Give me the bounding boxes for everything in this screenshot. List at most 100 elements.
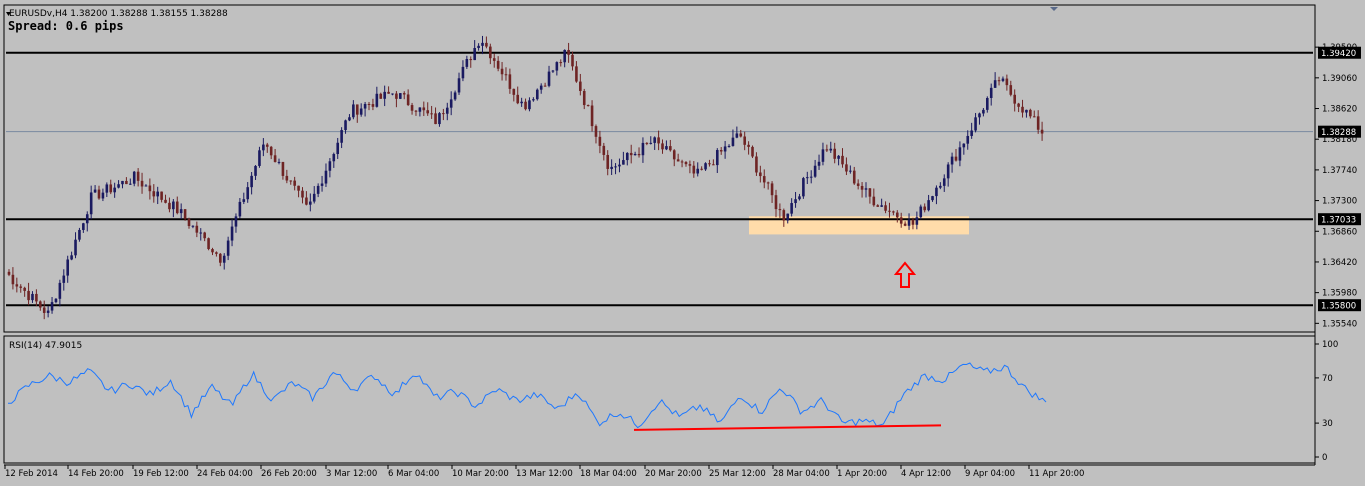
candle-body: [622, 160, 625, 165]
candle-body: [359, 108, 363, 115]
candle-body: [340, 130, 343, 143]
candle-body: [402, 93, 406, 95]
candle-body: [31, 293, 34, 301]
candle-body: [559, 62, 563, 64]
annotations: [893, 261, 917, 288]
candle-body: [113, 187, 116, 193]
candle-body: [222, 255, 226, 263]
price-axis-tick-label: 1.36860: [1322, 227, 1357, 237]
rsi-line-layer: [8, 362, 1047, 431]
candle-body: [508, 74, 512, 89]
candle-body: [352, 104, 355, 118]
candle-body: [183, 209, 187, 219]
candle-body: [1009, 85, 1013, 95]
candle-body: [989, 87, 993, 98]
candle-body: [93, 189, 97, 193]
candle-body: [567, 49, 570, 55]
candle-body: [684, 162, 688, 165]
candle-body: [665, 146, 668, 150]
candle-body: [66, 259, 69, 276]
candle-body: [747, 144, 750, 147]
candle-body: [692, 165, 696, 174]
candle-body: [191, 225, 195, 227]
candle-body: [262, 144, 265, 151]
candle-body: [602, 145, 606, 155]
candle-body: [355, 104, 359, 115]
price-axis: [1315, 5, 1364, 465]
candle-body: [160, 191, 163, 200]
candle-body: [610, 166, 613, 169]
candle-body: [42, 307, 46, 313]
candle-body: [1032, 116, 1036, 118]
time-axis-tick-label: 26 Feb 20:00: [261, 469, 317, 479]
candle-body: [445, 107, 449, 114]
candle-body: [579, 81, 582, 91]
candle-body: [195, 225, 199, 233]
candle-body: [82, 223, 85, 230]
candle-body: [888, 210, 891, 212]
candle-body: [892, 211, 895, 213]
candle-body: [348, 117, 351, 121]
price-axis-tick-label: 1.35980: [1322, 289, 1357, 299]
candle-body: [872, 196, 876, 206]
candle-body: [148, 185, 152, 192]
candle-body: [539, 85, 543, 90]
time-axis-tick-label: 28 Mar 04:00: [773, 469, 830, 479]
candle-body: [970, 130, 973, 136]
candle-body: [950, 156, 954, 165]
candle-body: [7, 271, 11, 275]
level-price-label: 1.35800: [1321, 302, 1356, 312]
price-axis-tick-label: 1.39500: [1322, 43, 1357, 53]
candle-body: [598, 136, 602, 146]
candle-body: [845, 164, 848, 172]
candle-body: [997, 80, 1001, 82]
candle-body: [555, 62, 559, 71]
candle-body: [649, 142, 653, 144]
candle-body: [1021, 106, 1024, 113]
candle-body: [774, 195, 778, 210]
candle-body: [309, 201, 312, 205]
time-axis-tick-label: 6 Mar 04:00: [388, 469, 439, 479]
candle-body: [700, 168, 703, 170]
candle-body: [516, 94, 520, 104]
candle-body: [485, 42, 488, 47]
candle-body: [723, 146, 727, 152]
candle-body: [563, 49, 566, 63]
candle-body: [164, 199, 167, 203]
candle-body: [762, 176, 766, 183]
candle-body: [211, 249, 214, 253]
candle-body: [876, 205, 880, 207]
candle-body: [942, 178, 946, 186]
candle-body: [281, 161, 285, 176]
candle-body: [657, 137, 660, 144]
candle-body: [504, 74, 508, 76]
candle-body: [813, 165, 817, 177]
candle-body: [974, 117, 977, 131]
chart-shift-marker-icon[interactable]: [1050, 7, 1058, 11]
candle-body: [532, 99, 535, 101]
time-axis-tick-label: 10 Mar 20:00: [452, 469, 509, 479]
rsi-axis-tick-label: 30: [1322, 419, 1333, 429]
candle-body: [575, 66, 578, 82]
candle-body: [121, 180, 124, 185]
current-price-tag: [1318, 125, 1361, 138]
candle-body: [332, 154, 336, 162]
candle-body: [696, 168, 700, 174]
candle-body: [903, 223, 907, 226]
candle-body: [547, 71, 551, 86]
candle-body: [230, 226, 234, 241]
candle-body: [743, 136, 746, 145]
candle-body: [136, 171, 140, 181]
candle-body: [101, 192, 105, 199]
candle-body: [215, 252, 218, 254]
time-axis-tick-label: 14 Feb 20:00: [68, 469, 124, 479]
level-lines: [6, 51, 1313, 307]
candle-body: [520, 101, 523, 104]
candle-body: [688, 164, 692, 166]
candle-body: [473, 47, 476, 61]
candle-body: [927, 200, 930, 211]
candle-body: [78, 229, 81, 240]
price-axis-tick-label: 1.35540: [1322, 319, 1357, 329]
